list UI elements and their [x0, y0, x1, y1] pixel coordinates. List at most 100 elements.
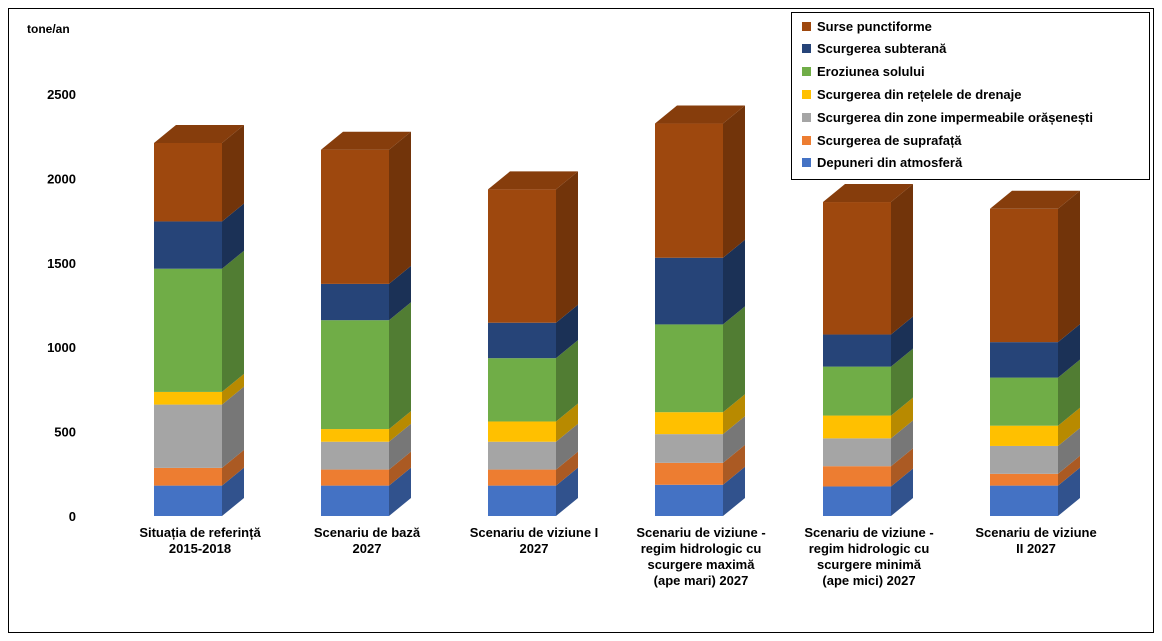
legend-label: Scurgerea din zone impermeabile orășeneș… [817, 109, 1093, 125]
bar-segment-side [891, 420, 913, 467]
bar-segment [321, 485, 389, 516]
bar-segment-side [389, 302, 411, 430]
bar-segment-side [222, 124, 244, 222]
bar-segment [154, 404, 222, 468]
bar-segment-side [891, 184, 913, 335]
bar-top-face [990, 190, 1080, 209]
bar-segment [823, 486, 891, 516]
bar-segment-side [723, 394, 745, 435]
bar-segment-side [222, 373, 244, 405]
bar-segment [321, 283, 389, 321]
bar-segment-side [222, 386, 244, 468]
bar-segment-side [1058, 427, 1080, 474]
bar-stack [823, 184, 913, 516]
category-label-line: (ape mari) 2027 [654, 573, 749, 588]
y-tick-label: 2500 [47, 87, 76, 102]
legend: Surse punctiforme Scurgerea subterană Eroz… [791, 12, 1150, 180]
category-label-line: Scenariu de bază [314, 525, 421, 540]
bar-segment [154, 268, 222, 392]
bar-segment-side [891, 397, 913, 439]
bar-segment-side [556, 171, 578, 323]
bar-top-face [823, 184, 913, 203]
legend-item: Scurgerea de suprafață [802, 129, 962, 151]
bar-segment [488, 469, 556, 486]
legend-swatch [802, 135, 811, 145]
bar-segment [655, 484, 723, 516]
bar-segment [154, 221, 222, 269]
bar-segment-side [222, 467, 244, 516]
y-tick-label: 1000 [47, 340, 76, 355]
category-label-line: 2027 [520, 541, 549, 556]
bar-segment-side [222, 203, 244, 269]
bar-top-face [488, 171, 578, 190]
category-label-line: Scenariu de viziune - [804, 525, 933, 540]
bar-segment-side [1058, 467, 1080, 516]
bar-segment-side [389, 265, 411, 321]
bar-segment [154, 391, 222, 405]
bar-segment [655, 324, 723, 413]
bar-segment [655, 123, 723, 258]
category-label: Scenariu de viziune -regim hidrologic cu… [804, 525, 933, 588]
bar-segment [823, 202, 891, 335]
y-tick-label: 500 [54, 425, 76, 440]
bar-segment [823, 466, 891, 487]
bar-segment [990, 485, 1058, 516]
bar-segment-side [222, 449, 244, 486]
bar-segment-side [556, 467, 578, 516]
category-label-line: (ape mici) 2027 [822, 573, 915, 588]
category-label-line: Scenariu de viziune - [636, 525, 765, 540]
legend-swatch [802, 112, 811, 122]
bar-segment-side [723, 239, 745, 325]
bar-segment [823, 415, 891, 439]
bar-segment [488, 421, 556, 442]
bar-segment [321, 149, 389, 284]
category-labels: Situația de referință 2015-2018 Scenariu d… [139, 525, 1096, 588]
bar-segment-side [891, 448, 913, 487]
bar-segment-side [389, 451, 411, 486]
bar-segment-side [723, 105, 745, 258]
category-label-line: 2015-2018 [169, 541, 231, 556]
bar-segment-side [556, 340, 578, 422]
bar-segment-side [891, 468, 913, 516]
legend-swatch [802, 21, 811, 31]
bar-segment [488, 441, 556, 470]
category-label-line: Situația de referință [139, 525, 261, 540]
bar-segment [154, 142, 222, 222]
legend-item: Depuneri din atmosferă [802, 152, 962, 174]
category-label-line: scurgere maximă [648, 557, 756, 572]
bar-segment-side [1058, 407, 1080, 446]
bar-segment [655, 434, 723, 463]
legend-item: Surse punctiforme [802, 15, 932, 37]
category-label-line: regim hidrologic cu [641, 541, 762, 556]
bar-segment [990, 377, 1058, 426]
legend-label: Surse punctiforme [817, 18, 932, 34]
category-label-line: regim hidrologic cu [809, 541, 930, 556]
legend-label: Scurgerea de suprafață [817, 132, 962, 148]
bar-segment-side [723, 444, 745, 485]
bar-segment-side [1058, 324, 1080, 378]
legend-swatch [802, 158, 811, 168]
bar-segment [990, 445, 1058, 474]
bar-segment-side [389, 467, 411, 516]
bar-segment-side [1058, 455, 1080, 486]
bar-stack [990, 190, 1080, 516]
category-label: Scenariu de viziune -regim hidrologic cu… [636, 525, 765, 588]
bar-segment [990, 473, 1058, 486]
category-label: Scenariu de viziune I 2027 [470, 525, 599, 556]
y-axis-ticks: 0 500 1000 1500 2000 2500 [47, 87, 76, 524]
bar-segment-side [556, 451, 578, 486]
bar-segment [321, 441, 389, 470]
bar-segment-side [556, 304, 578, 359]
category-label-line: Scenariu de viziune [975, 525, 1096, 540]
category-label: Situația de referință 2015-2018 [139, 525, 261, 556]
y-tick-label: 2000 [47, 171, 76, 186]
legend-item: Scurgerea din rețelele de drenaje [802, 83, 1021, 105]
category-label-line: II 2027 [1016, 541, 1056, 556]
legend-label: Scurgerea din rețelele de drenaje [817, 86, 1022, 102]
legend-label: Scurgerea subterană [817, 41, 947, 57]
bar-segment [990, 342, 1058, 378]
bar-stack [488, 171, 578, 516]
bar-stack [321, 131, 411, 516]
bar-segment-side [222, 250, 244, 392]
bar-segment [321, 469, 389, 486]
